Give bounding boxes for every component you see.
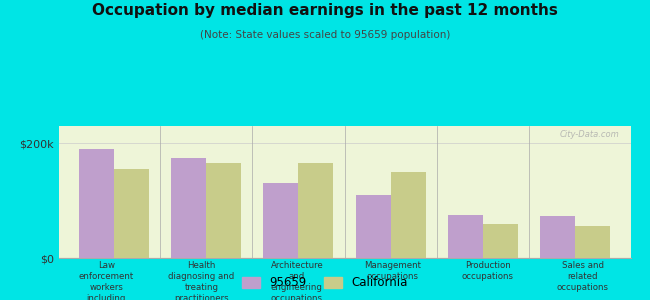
- Text: Occupation by median earnings in the past 12 months: Occupation by median earnings in the pas…: [92, 3, 558, 18]
- Bar: [263, 183, 298, 258]
- Text: Production
occupations: Production occupations: [462, 261, 514, 281]
- Bar: [206, 163, 241, 258]
- Text: Health
diagnosing and
treating
practitioners
and other
technical
occupations: Health diagnosing and treating practitio…: [168, 261, 235, 300]
- Bar: [391, 172, 426, 258]
- Text: Law
enforcement
workers
including
supervisors: Law enforcement workers including superv…: [79, 261, 134, 300]
- Bar: [575, 226, 610, 258]
- Bar: [298, 163, 333, 258]
- Text: (Note: State values scaled to 95659 population): (Note: State values scaled to 95659 popu…: [200, 30, 450, 40]
- Bar: [540, 216, 575, 258]
- Bar: [483, 224, 518, 258]
- Bar: [171, 158, 206, 258]
- Bar: [114, 169, 149, 258]
- Text: Management
occupations: Management occupations: [363, 261, 421, 281]
- Bar: [79, 149, 114, 258]
- Bar: [356, 195, 391, 258]
- Bar: [448, 215, 483, 258]
- Text: Sales and
related
occupations: Sales and related occupations: [557, 261, 609, 292]
- Text: City-Data.com: City-Data.com: [559, 130, 619, 139]
- Legend: 95659, California: 95659, California: [237, 272, 413, 294]
- Text: Architecture
and
engineering
occupations: Architecture and engineering occupations: [270, 261, 323, 300]
